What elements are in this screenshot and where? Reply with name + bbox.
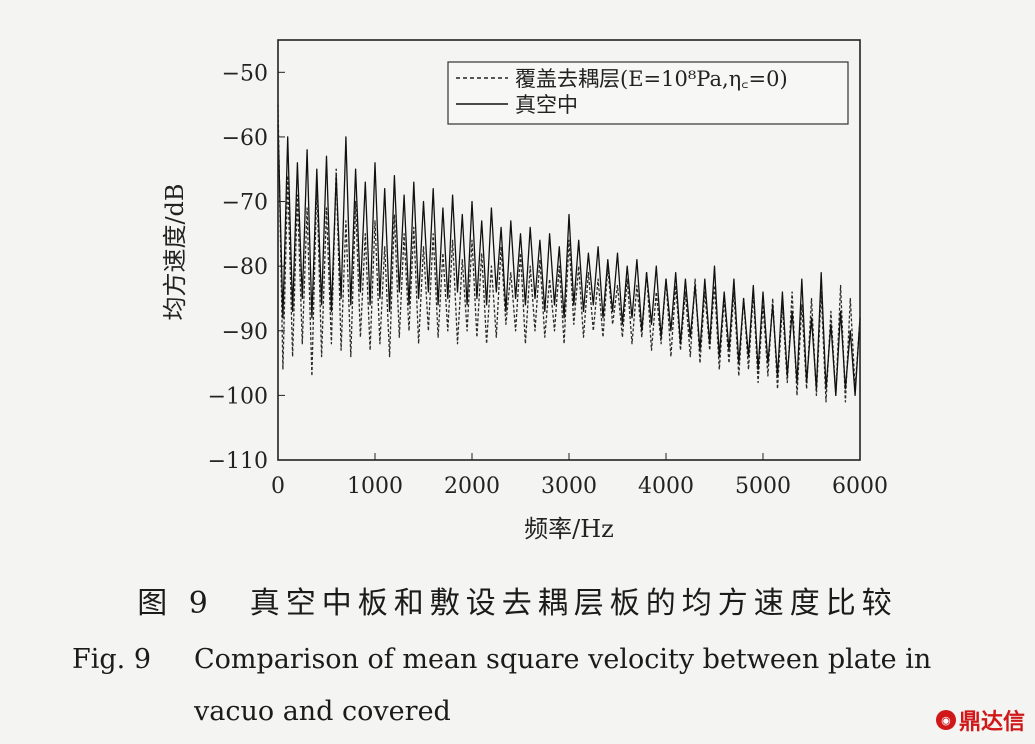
legend: 覆盖去耦层(E=10⁸Pa,η꜀=0) 真空中 <box>447 61 849 125</box>
figure-label: Fig. 9 <box>72 644 151 675</box>
x-tick-label: 0 <box>271 474 285 499</box>
x-tick-label: 3000 <box>541 474 597 499</box>
x-ticks: 0 1000 2000 3000 4000 5000 6000 <box>271 453 888 499</box>
watermark-logo-icon: ◉ <box>935 710 956 730</box>
x-tick-label: 4000 <box>638 474 694 499</box>
figure-caption-english: Fig. 9 Comparison of mean square velocity… <box>72 634 1002 738</box>
y-tick-label: −80 <box>222 255 268 280</box>
series-line-covered <box>277 104 861 403</box>
watermark-text: 鼎达信 <box>958 710 1025 735</box>
plot-layer <box>277 104 861 403</box>
x-axis-label: 频率/Hz <box>524 515 614 543</box>
legend-box <box>447 61 849 125</box>
y-tick-label: −90 <box>222 320 268 345</box>
x-tick-label: 5000 <box>735 474 791 499</box>
series-line-vacuum <box>277 123 861 397</box>
y-axis-label: 均方速度/dB <box>161 183 189 320</box>
y-tick-label: −60 <box>222 126 268 151</box>
legend-label-covered: 覆盖去耦层(E=10⁸Pa,η꜀=0) <box>515 67 788 91</box>
x-tick-label: 1000 <box>347 474 403 499</box>
figure-caption-chinese: 图 9 真空中板和敷设去耦层板的均方速度比较 <box>137 586 898 621</box>
watermark: ◉ 鼎达信 <box>935 704 1025 736</box>
y-ticks: −50 −60 −70 −80 −90 −100 −110 <box>208 61 285 474</box>
x-tick-label: 6000 <box>832 474 888 499</box>
caption-line-2: vacuo and covered <box>194 696 451 727</box>
y-tick-label: −50 <box>222 61 268 86</box>
legend-label-vacuum: 真空中 <box>515 93 578 117</box>
y-tick-label: −70 <box>222 191 268 216</box>
y-tick-label: −110 <box>208 449 268 474</box>
caption-line-1: Comparison of mean square velocity betwe… <box>194 644 932 675</box>
y-tick-label: −100 <box>208 384 268 409</box>
chart-svg: 0 1000 2000 3000 4000 5000 6000 −50 −60 −70 −80 −9… <box>161 39 888 543</box>
x-tick-label: 2000 <box>444 474 500 499</box>
